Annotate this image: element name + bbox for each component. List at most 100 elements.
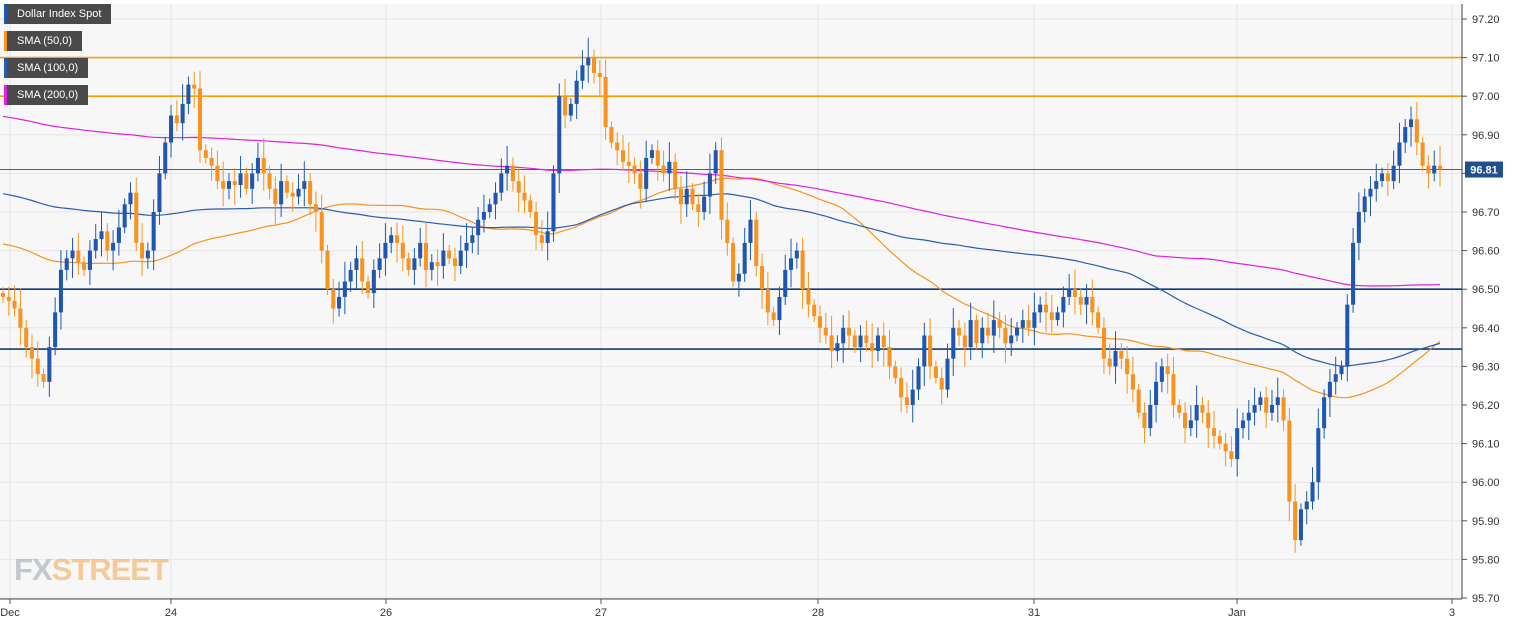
candle-body	[835, 343, 840, 351]
candle-body	[510, 165, 515, 182]
candle-body	[817, 316, 823, 328]
candle-body	[505, 165, 510, 174]
candle-body	[470, 235, 475, 243]
candle-body	[1090, 296, 1095, 313]
candle-body	[574, 80, 579, 104]
candle-body	[284, 181, 289, 193]
candle-body	[1409, 119, 1414, 128]
candle-body	[1136, 389, 1141, 413]
candle-body	[1322, 397, 1327, 429]
candle-body	[145, 250, 150, 259]
candle-body	[418, 242, 423, 259]
candle-body	[858, 335, 863, 348]
candle-body	[852, 335, 857, 348]
candle-body	[348, 269, 353, 282]
candle-body	[1119, 350, 1124, 359]
candle-body	[1293, 501, 1298, 541]
candle-body	[534, 212, 539, 236]
candle-body	[1298, 509, 1303, 541]
y-tick-label: 96.30	[1472, 361, 1500, 373]
candle-body	[887, 347, 892, 367]
candle-body	[313, 204, 318, 212]
candle-body	[1206, 412, 1211, 429]
x-tick-label: 3	[1449, 607, 1455, 619]
candle-body	[493, 192, 498, 205]
candle-body	[423, 242, 429, 270]
candle-body	[968, 320, 973, 348]
candle-body	[632, 165, 637, 174]
candle-body	[667, 161, 672, 174]
last-price-label: 96.81	[1470, 165, 1498, 177]
candle-body	[1420, 142, 1425, 166]
candle-body	[951, 327, 956, 359]
candle-body	[986, 327, 991, 336]
candle-body	[1188, 420, 1193, 429]
candle-body	[603, 76, 608, 128]
candle-body	[35, 358, 40, 375]
candle-body	[1275, 397, 1280, 405]
y-tick-label: 96.00	[1472, 477, 1500, 489]
candle-body	[922, 335, 927, 367]
candle-body	[1437, 165, 1443, 170]
candle-body	[70, 250, 75, 259]
candle-body	[360, 258, 365, 282]
legend-item-sma100: SMA (100,0)	[4, 58, 89, 78]
candle-body	[487, 204, 492, 212]
candle-body	[1240, 420, 1246, 429]
logo-street: STREET	[51, 552, 169, 587]
candle-body	[1043, 304, 1049, 313]
candle-body	[1154, 381, 1159, 405]
candle-body	[812, 304, 817, 317]
candle-body	[1345, 304, 1350, 367]
candle-body	[267, 173, 272, 189]
candle-body	[337, 296, 342, 309]
x-tick-label: Dec	[0, 607, 20, 619]
y-tick-label: 96.40	[1472, 323, 1500, 335]
candle-body	[238, 173, 243, 185]
candle-body	[290, 192, 295, 197]
candle-body	[58, 269, 63, 313]
candle-body	[87, 250, 92, 270]
candle-body	[1200, 405, 1205, 413]
candle-body	[1368, 188, 1373, 197]
candle-body	[1403, 127, 1408, 143]
candle-body	[1269, 405, 1274, 413]
candle-body	[644, 157, 649, 189]
candle-body	[157, 173, 162, 212]
candle-body	[678, 188, 683, 205]
candle-body	[458, 250, 463, 267]
candle-body	[1229, 451, 1234, 460]
candle-body	[93, 239, 98, 251]
candle-body	[1165, 366, 1170, 375]
candle-body	[174, 115, 179, 124]
x-tick-label: 24	[165, 607, 177, 619]
candle-body	[841, 327, 846, 344]
y-tick-label: 95.70	[1472, 593, 1500, 605]
candle-body	[1217, 435, 1222, 444]
candle-body	[870, 343, 875, 351]
y-tick-label: 95.90	[1472, 516, 1500, 528]
candle-body	[441, 250, 446, 267]
candle-body	[1246, 412, 1251, 421]
candle-body	[435, 262, 440, 267]
y-tick-label: 97.00	[1472, 91, 1500, 103]
candle-body	[1356, 212, 1361, 243]
candle-body	[226, 181, 232, 189]
candle-body	[452, 258, 457, 267]
candle-body	[197, 88, 203, 151]
candle-body	[586, 57, 591, 66]
candle-body	[41, 374, 46, 382]
candle-body	[899, 377, 904, 398]
candle-body	[1391, 165, 1396, 182]
candle-body	[864, 335, 869, 344]
candle-body	[1385, 173, 1390, 182]
candle-body	[325, 250, 330, 290]
legend-label: SMA (50,0)	[17, 35, 73, 47]
candle-body	[1211, 428, 1217, 436]
legend: Dollar Index Spot SMA (50,0) SMA (100,0)…	[4, 4, 112, 112]
candle-body	[140, 242, 145, 259]
candle-body	[1055, 312, 1060, 321]
candle-body	[1177, 405, 1182, 413]
candle-body	[916, 366, 921, 390]
